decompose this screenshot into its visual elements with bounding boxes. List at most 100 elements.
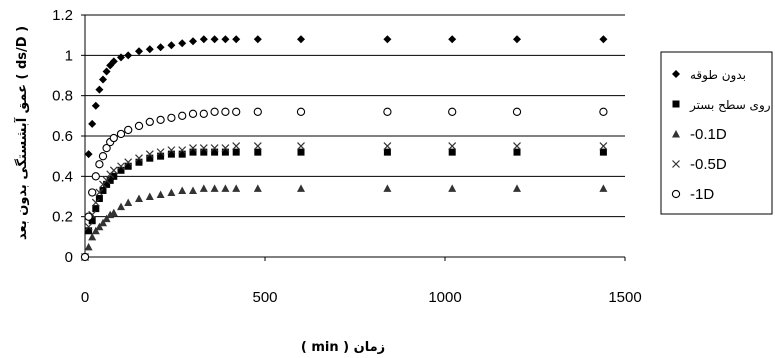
- data-point: [109, 208, 118, 217]
- data-point: [102, 67, 111, 76]
- data-point: [156, 43, 165, 52]
- data-point: [124, 51, 133, 60]
- data-point: [221, 184, 230, 192]
- data-point: [221, 144, 230, 153]
- data-point: [145, 45, 154, 54]
- data-point: [599, 142, 608, 151]
- data-point: [116, 129, 126, 139]
- data-point: [124, 198, 133, 207]
- data-point: [599, 148, 607, 156]
- data-point: [110, 172, 118, 180]
- data-point: [253, 107, 262, 116]
- data-point: [102, 143, 111, 153]
- y-tick-label: 0.2: [52, 209, 73, 226]
- data-point: [145, 150, 154, 159]
- legend-marker: [672, 100, 680, 108]
- data-point: [134, 121, 144, 131]
- data-point: [513, 184, 521, 192]
- data-point: [383, 184, 392, 192]
- data-points: [80, 35, 608, 262]
- data-point: [383, 107, 392, 116]
- data-point: [84, 150, 93, 159]
- data-point: [210, 144, 219, 153]
- data-point: [167, 146, 176, 155]
- tick-labels: 0 0.2 0.4 0.6 0.8 1 1.2 0 500 1000 1500: [52, 7, 642, 306]
- y-tick-label: 1.2: [52, 7, 73, 24]
- data-point: [189, 37, 197, 46]
- data-point: [253, 184, 262, 192]
- data-point: [135, 194, 143, 203]
- data-point: [88, 188, 97, 197]
- data-point: [448, 184, 457, 192]
- data-point: [91, 198, 100, 207]
- data-point: [85, 227, 93, 235]
- data-point: [106, 176, 114, 184]
- data-point: [232, 35, 241, 44]
- data-point: [221, 107, 230, 116]
- y-tick-label: 0.8: [52, 88, 73, 105]
- legend-label: -0.1D: [690, 126, 727, 143]
- data-point: [156, 115, 165, 125]
- data-point: [383, 148, 391, 156]
- data-point: [167, 41, 176, 50]
- data-point: [200, 148, 208, 156]
- data-point: [95, 188, 104, 197]
- data-point: [189, 148, 197, 156]
- data-point: [156, 190, 165, 198]
- data-point: [599, 35, 608, 44]
- x-tick-label: 1000: [428, 289, 461, 306]
- data-point: [117, 53, 125, 62]
- data-point: [124, 162, 132, 170]
- data-point: [102, 176, 111, 185]
- y-axis-title: عمق آبشستگی بدون بعد ( ds/D ): [13, 26, 30, 240]
- data-point: [88, 232, 97, 241]
- y-tick-label: 0.4: [52, 168, 73, 185]
- data-point: [178, 186, 187, 194]
- data-point: [188, 109, 198, 118]
- data-point: [199, 35, 208, 44]
- x-tick-label: 500: [252, 289, 277, 306]
- data-point: [88, 217, 96, 225]
- data-point: [448, 142, 457, 151]
- data-point: [599, 107, 608, 116]
- data-point: [135, 154, 143, 163]
- data-point: [117, 202, 125, 211]
- legend-marker: [672, 160, 680, 168]
- data-point: [199, 184, 208, 192]
- data-point: [232, 184, 241, 192]
- data-point: [253, 142, 262, 151]
- data-point: [167, 113, 176, 122]
- data-point: [95, 222, 104, 231]
- data-point: [99, 186, 107, 194]
- data-point: [178, 111, 187, 120]
- data-point: [210, 184, 219, 192]
- data-point: [95, 160, 104, 169]
- legend-label: -1D: [690, 186, 714, 203]
- legend-marker: [671, 189, 681, 199]
- data-point: [84, 222, 93, 231]
- data-point: [210, 35, 219, 44]
- data-point: [84, 212, 93, 221]
- data-point: [157, 152, 165, 160]
- legend: بدون طوقه روی سطح بستر -0.1D -0.5D -1D: [660, 51, 773, 215]
- data-point: [95, 85, 104, 94]
- data-point: [135, 158, 143, 166]
- x-tick-label: 1500: [608, 289, 641, 306]
- data-point: [117, 162, 125, 171]
- data-point: [296, 107, 306, 116]
- legend-marker: [672, 70, 680, 78]
- data-point: [448, 35, 457, 44]
- data-point: [95, 195, 103, 203]
- data-point: [297, 35, 305, 44]
- data-point: [513, 148, 521, 156]
- data-point: [199, 144, 208, 153]
- x-tick-label: 0: [81, 289, 89, 306]
- data-point: [124, 125, 133, 135]
- data-point: [211, 148, 219, 156]
- data-point: [103, 180, 111, 188]
- data-point: [232, 148, 240, 156]
- data-point: [109, 166, 118, 175]
- data-point: [513, 142, 521, 151]
